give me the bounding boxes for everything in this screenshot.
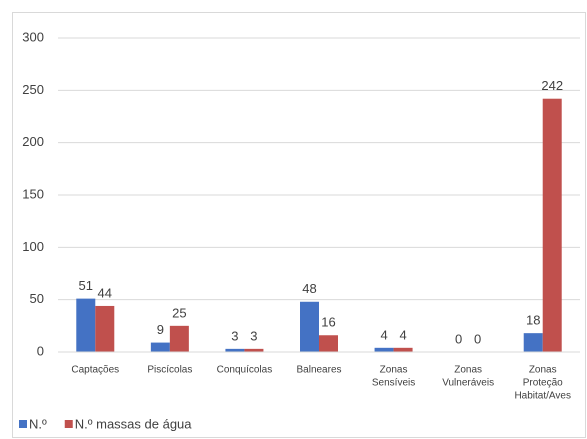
x-tick-label: Zonas (380, 365, 408, 376)
value-label: 51 (79, 278, 93, 293)
x-tick-label: Balneares (296, 365, 341, 376)
x-tick-label: Proteção (523, 378, 563, 389)
legend-label: N.º (29, 416, 47, 431)
value-label: 3 (231, 328, 238, 343)
chart-border (12, 12, 586, 438)
value-label: 242 (541, 78, 563, 93)
x-tick-label: Habitat/Aves (514, 391, 571, 402)
value-label: 16 (321, 315, 335, 330)
bar (542, 98, 562, 352)
value-label: 4 (399, 327, 406, 342)
value-label: 18 (526, 313, 540, 328)
bar (244, 348, 264, 352)
value-label: 9 (157, 322, 164, 337)
bar (150, 342, 170, 352)
bar (76, 298, 96, 352)
value-label: 0 (474, 331, 481, 346)
y-tick-label: 0 (37, 343, 44, 358)
legend-label: N.º massas de água (75, 416, 193, 431)
x-tick-label: Vulneráveis (442, 378, 494, 389)
value-label: 25 (172, 305, 186, 320)
y-tick-label: 300 (22, 29, 44, 44)
x-tick-label: Piscícolas (147, 365, 192, 376)
y-tick-label: 150 (22, 186, 44, 201)
bar (319, 335, 338, 352)
bar (393, 347, 413, 352)
legend-swatch (64, 420, 73, 428)
bar (523, 333, 543, 352)
bar (95, 305, 115, 352)
x-tick-label: Zonas (454, 365, 482, 376)
bar (169, 325, 189, 352)
value-label: 44 (98, 285, 112, 300)
value-label: 3 (250, 328, 257, 343)
y-tick-label: 250 (22, 82, 44, 97)
value-label: 48 (302, 281, 316, 296)
bar (300, 301, 319, 352)
x-tick-label: Conquícolas (217, 365, 273, 376)
legend-swatch (19, 420, 27, 428)
y-tick-label: 200 (22, 134, 44, 149)
bar (225, 348, 245, 352)
value-label: 0 (455, 331, 462, 346)
value-label: 4 (380, 327, 387, 342)
y-tick-label: 50 (30, 291, 44, 306)
bar (374, 347, 394, 352)
x-tick-label: Zonas (529, 365, 557, 376)
x-tick-label: Captações (71, 365, 119, 376)
y-tick-label: 100 (22, 239, 44, 254)
x-tick-label: Sensíveis (372, 378, 415, 389)
